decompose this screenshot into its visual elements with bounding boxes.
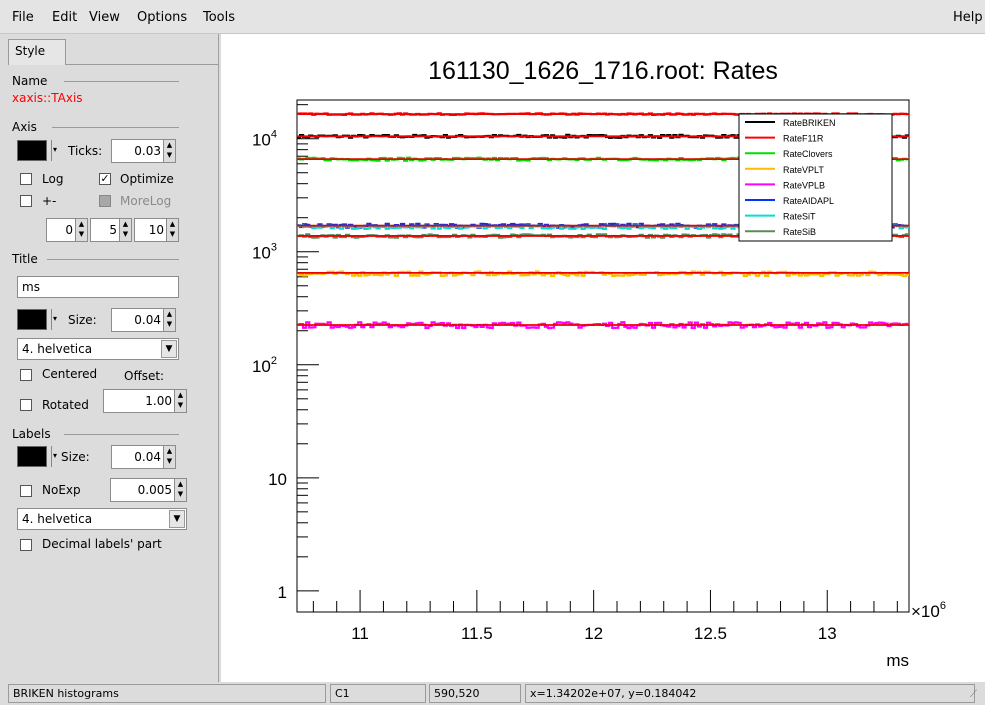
spin-arrows-icon[interactable]: ▲ ▼: [163, 140, 175, 162]
rotated-checkbox[interactable]: [20, 399, 32, 411]
title-section-label: Title: [12, 252, 38, 266]
rotated-label: Rotated: [42, 398, 89, 412]
labels-section-label: Labels: [12, 427, 51, 441]
spin-arrows-icon[interactable]: ▲ ▼: [163, 309, 175, 331]
centered-label: Centered: [42, 367, 98, 381]
status-coordinates: x=1.34202e+07, y=0.184042: [525, 684, 975, 703]
spin-arrows-icon[interactable]: ▲ ▼: [174, 479, 186, 501]
tab-style[interactable]: Style: [8, 39, 66, 65]
plot-frame: [296, 99, 910, 613]
name-section-divider: [64, 81, 179, 82]
menu-bar: File Edit View Options Tools Help: [0, 0, 985, 34]
legend-entry: RateSiT: [783, 212, 816, 222]
axis-color-swatch[interactable]: [17, 140, 47, 161]
y-tick-label: 10: [268, 470, 287, 489]
labels-font-select[interactable]: 4. helvetica ▼: [17, 508, 187, 530]
menu-tools[interactable]: Tools: [203, 10, 236, 25]
legend-entry: RateSiB: [783, 227, 816, 237]
menu-edit[interactable]: Edit: [52, 10, 78, 25]
decimal-labels-label: Decimal labels' part: [42, 537, 162, 551]
chevron-down-icon[interactable]: ▼: [169, 510, 185, 528]
labels-section-divider: [64, 434, 179, 435]
ticks-spinbox[interactable]: 0.03 ▲ ▼: [111, 139, 176, 163]
menu-help[interactable]: Help: [953, 10, 983, 25]
axis-section-label: Axis: [12, 120, 37, 134]
title-size-spinbox[interactable]: 0.04 ▲ ▼: [111, 308, 176, 332]
spin-arrows-icon[interactable]: ▲ ▼: [174, 390, 186, 412]
primary-divisions-spinbox[interactable]: 0 ▲ ▼: [46, 218, 88, 242]
x-tick-label: 11: [351, 624, 369, 643]
object-name: xaxis::TAxis: [12, 91, 83, 105]
name-section-label: Name: [12, 74, 48, 88]
morelog-checkbox: [99, 195, 111, 207]
status-object-name: BRIKEN histograms: [8, 684, 326, 703]
menu-options[interactable]: Options: [137, 10, 188, 25]
spin-arrows-icon[interactable]: ▲ ▼: [75, 219, 87, 241]
tertiary-divisions-spinbox[interactable]: 10 ▲ ▼: [134, 218, 179, 242]
x-tick-label: 12.5: [694, 624, 727, 643]
resize-grip-icon[interactable]: ⟋: [970, 689, 977, 700]
plusminus-label: +-: [42, 194, 57, 208]
title-color-dropdown-arrow[interactable]: ▾: [51, 309, 61, 330]
morelog-label: MoreLog: [120, 194, 172, 208]
legend-entry: RateAIDAPL: [783, 196, 834, 206]
labels-color-swatch[interactable]: [17, 446, 47, 467]
status-canvas-name: C1: [330, 684, 426, 703]
optimize-label: Optimize: [120, 172, 174, 186]
rates-chart[interactable]: 161130_1626_1716.root: Rates 1 10 102 103 104…: [221, 34, 985, 682]
x-tick-label: 13: [818, 624, 837, 643]
spin-arrows-icon[interactable]: ▲ ▼: [119, 219, 131, 241]
noexp-checkbox[interactable]: [20, 485, 32, 497]
decimal-labels-checkbox[interactable]: [20, 539, 32, 551]
status-pixel-position: 590,520: [429, 684, 521, 703]
legend-box: [738, 113, 893, 242]
title-offset-spinbox[interactable]: 1.00 ▲ ▼: [103, 389, 187, 413]
axis-color-dropdown-arrow[interactable]: ▾: [51, 140, 61, 161]
canvas-area[interactable]: 161130_1626_1716.root: Rates 1 10 102 103 104…: [221, 34, 985, 682]
centered-checkbox[interactable]: [20, 369, 32, 381]
optimize-checkbox[interactable]: ✓: [99, 172, 111, 185]
log-label: Log: [42, 172, 64, 186]
x-multiplier-label: ×106: [911, 600, 946, 621]
plusminus-checkbox[interactable]: [20, 195, 32, 207]
offset-label: Offset:: [124, 369, 165, 383]
legend-entry: RateVPLB: [783, 180, 825, 190]
series-line-RateVPLB: [297, 321, 909, 330]
legend-entry: RateF11R: [783, 134, 824, 144]
y-tick-label: 1: [278, 583, 287, 602]
secondary-divisions-spinbox[interactable]: 5 ▲ ▼: [90, 218, 132, 242]
x-tick-label: 12: [584, 624, 603, 643]
spin-arrows-icon[interactable]: ▲ ▼: [166, 219, 178, 241]
chevron-down-icon[interactable]: ▼: [161, 340, 177, 358]
labels-color-dropdown-arrow[interactable]: ▾: [51, 446, 61, 467]
title-text-input[interactable]: ms: [17, 276, 179, 298]
tab-divider: [66, 64, 219, 65]
menu-file[interactable]: File: [12, 10, 34, 25]
title-size-label: Size:: [68, 313, 97, 327]
y-tick-label: 103: [252, 242, 277, 263]
x-tick-label: 11.5: [461, 624, 493, 643]
chart-title: 161130_1626_1716.root: Rates: [428, 57, 778, 85]
title-font-select[interactable]: 4. helvetica ▼: [17, 338, 179, 360]
labels-size-label: Size:: [61, 450, 90, 464]
labels-size-spinbox[interactable]: 0.04 ▲ ▼: [111, 445, 176, 469]
menu-view[interactable]: View: [89, 10, 120, 25]
title-section-divider: [47, 259, 179, 260]
log-checkbox[interactable]: [20, 173, 32, 185]
legend-entry: RateBRIKEN: [783, 118, 836, 128]
spin-arrows-icon[interactable]: ▲ ▼: [163, 446, 175, 468]
title-color-swatch[interactable]: [17, 309, 47, 330]
axis-section-divider: [52, 127, 179, 128]
y-tick-label: 102: [252, 355, 277, 376]
x-axis-title: ms: [886, 651, 909, 670]
legend-entry: RateVPLT: [783, 165, 824, 175]
status-bar: BRIKEN histograms C1 590,520 x=1.34202e+…: [0, 682, 985, 705]
noexp-label: NoExp: [42, 483, 81, 497]
legend-entry: RateClovers: [783, 149, 833, 159]
y-tick-label: 104: [252, 129, 277, 150]
label-offset-spinbox[interactable]: 0.005 ▲ ▼: [110, 478, 187, 502]
ticks-label: Ticks:: [68, 144, 103, 158]
style-editor-panel: Style Name xaxis::TAxis Axis ▾ Ticks: 0.…: [2, 34, 219, 682]
